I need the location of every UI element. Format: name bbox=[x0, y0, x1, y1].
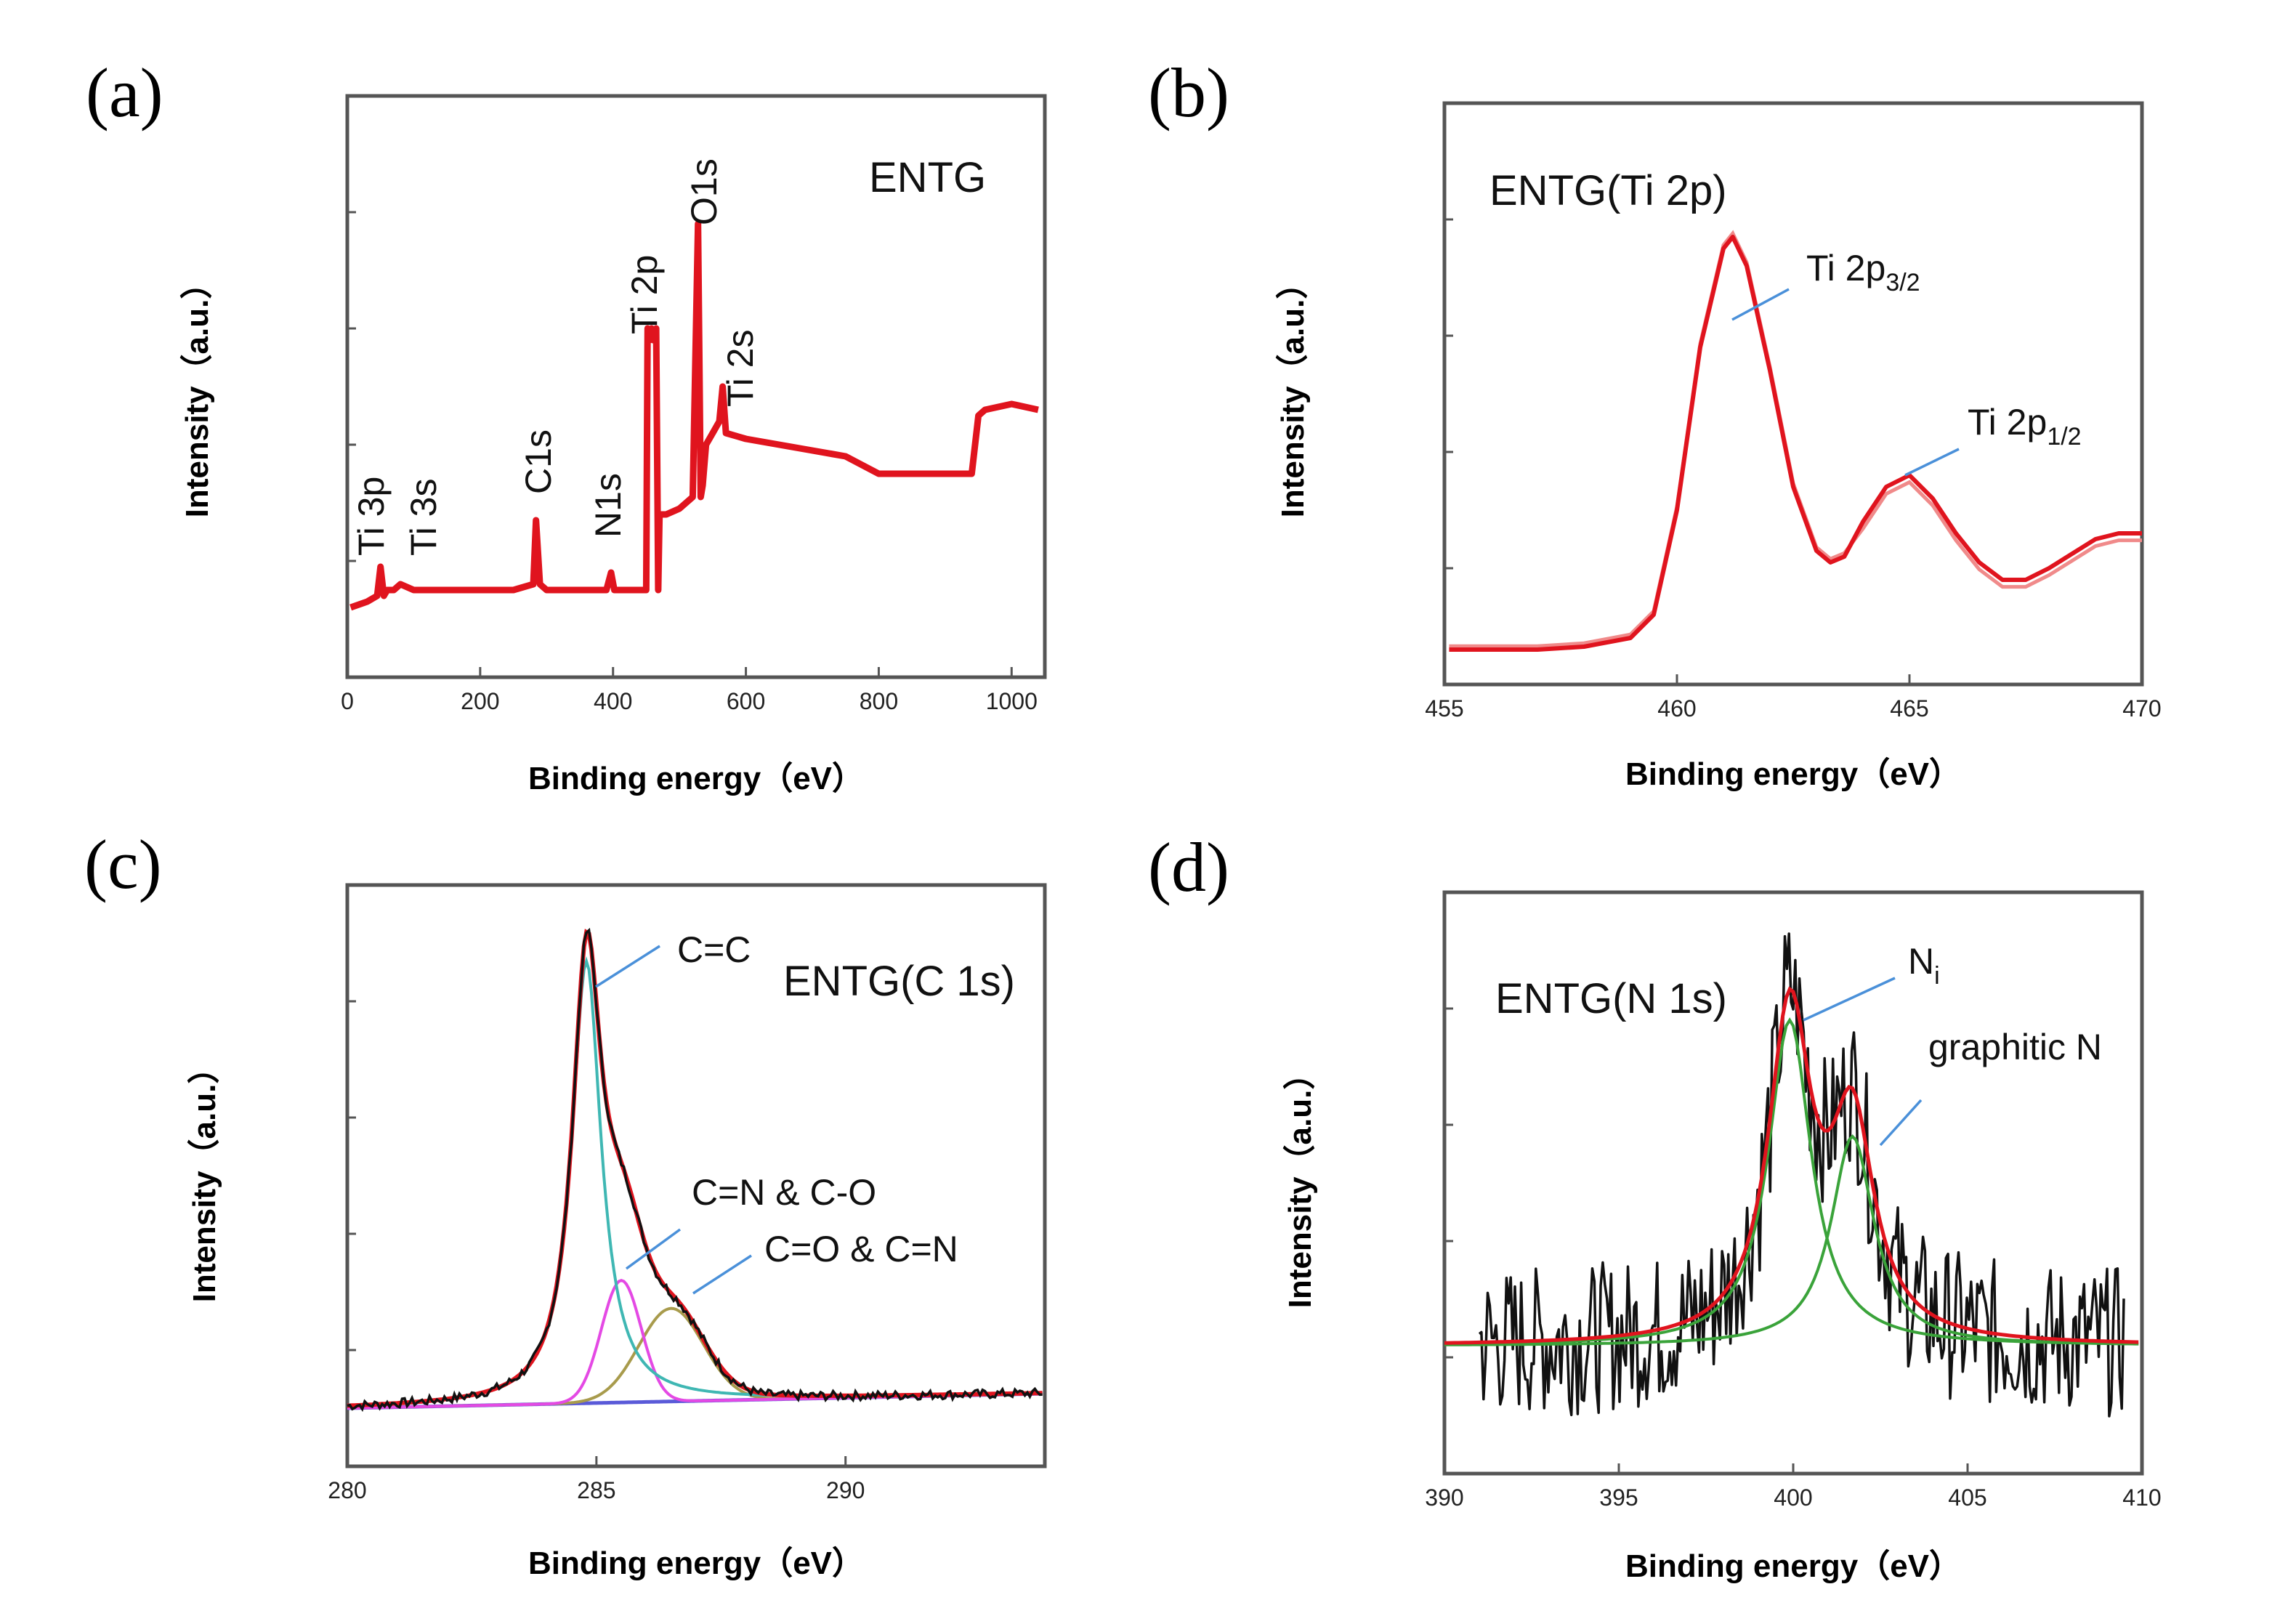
x-tick-label: 0 bbox=[341, 688, 354, 714]
panel-b-xlabel: Binding energy（eV） bbox=[1625, 756, 1961, 792]
panel-d-ticks: 390 395 400 405 410 bbox=[1425, 1007, 2162, 1511]
x-tick-label: 405 bbox=[1948, 1484, 1986, 1511]
panel-c-ylabel: Intensity（a.u.） bbox=[187, 1052, 222, 1303]
x-tick-label: 400 bbox=[594, 688, 632, 714]
panel-d-xlabel: Binding energy（eV） bbox=[1625, 1548, 1961, 1584]
leader-ni bbox=[1803, 977, 1896, 1022]
panel-d-letter: (d) bbox=[1148, 828, 1229, 906]
panel-d-raw-line bbox=[1478, 932, 2125, 1418]
x-tick-label: 280 bbox=[328, 1477, 366, 1503]
panel-b-ylabel: Intensity（a.u.） bbox=[1275, 267, 1311, 518]
x-tick-label: 465 bbox=[1890, 695, 1928, 722]
ann-ti2s: Ti 2s bbox=[720, 330, 761, 408]
x-tick-label: 400 bbox=[1774, 1484, 1812, 1511]
ann-ti3p: Ti 3p bbox=[351, 477, 392, 556]
panel-b: (b) 455 460 465 470 ENTG(Ti 2p) Ti 2p3/2 Ti… bbox=[1148, 54, 2162, 792]
ann-ti3s: Ti 3s bbox=[403, 479, 444, 557]
x-tick-label: 200 bbox=[461, 688, 499, 714]
panel-b-letter: (b) bbox=[1148, 54, 1229, 132]
x-tick-label: 1000 bbox=[986, 688, 1038, 714]
x-tick-label: 455 bbox=[1425, 695, 1463, 722]
x-tick-label: 290 bbox=[826, 1477, 865, 1503]
panel-c-raw-line bbox=[347, 927, 1043, 1413]
leader-ti2p12 bbox=[1904, 448, 1960, 477]
panel-d-peak-gn-line bbox=[1444, 1134, 2139, 1346]
panel-a-frame bbox=[345, 94, 1047, 679]
ann-n1s: N1s bbox=[588, 473, 628, 538]
x-tick-label: 395 bbox=[1599, 1484, 1638, 1511]
x-tick-label: 800 bbox=[860, 688, 898, 714]
leader-gn bbox=[1879, 1099, 1923, 1147]
x-tick-label: 390 bbox=[1425, 1484, 1463, 1511]
panel-a-xlabel: Binding energy（eV） bbox=[528, 761, 864, 796]
ann-ti2p12: Ti 2p1/2 bbox=[1968, 402, 2082, 451]
panel-a-survey-line bbox=[349, 220, 1039, 611]
panel-b-ti2p-line bbox=[1449, 235, 2142, 652]
panel-b-ticks: 455 460 465 470 bbox=[1425, 218, 2162, 722]
panel-c-xlabel: Binding energy（eV） bbox=[528, 1546, 864, 1581]
panel-a: (a) 0 200 400 600 800 1000 ENTG Ti 3p Ti 3s C… bbox=[86, 54, 1047, 796]
ann-co: C=O & C=N bbox=[764, 1229, 958, 1269]
x-tick-label: 285 bbox=[577, 1477, 615, 1503]
x-tick-label: 600 bbox=[727, 688, 765, 714]
x-tick-label: 470 bbox=[2122, 695, 2161, 722]
panel-c: (c) 280 285 290 ENTG(C 1s) C=C C=N & C-O C… bbox=[84, 825, 1047, 1581]
leader-co bbox=[692, 1254, 752, 1295]
ann-ni: Ni bbox=[1908, 941, 1940, 990]
panel-a-letter: (a) bbox=[86, 54, 163, 132]
panel-c-title: ENTG(C 1s) bbox=[783, 958, 1015, 1005]
panel-d-fit-line bbox=[1444, 986, 2139, 1345]
panel-b-title: ENTG(Ti 2p) bbox=[1489, 167, 1727, 214]
ann-cc: C=C bbox=[677, 929, 751, 970]
ann-ti2p32: Ti 2p3/2 bbox=[1806, 248, 1920, 296]
leader-cn bbox=[625, 1228, 682, 1270]
panel-a-ticks: 0 200 400 600 800 1000 bbox=[341, 211, 1038, 714]
panel-d-title: ENTG(N 1s) bbox=[1495, 975, 1727, 1022]
ann-cn: C=N & C-O bbox=[692, 1172, 876, 1213]
panel-c-ticks: 280 285 290 bbox=[328, 1000, 865, 1503]
panel-c-letter: (c) bbox=[84, 825, 162, 903]
ann-o1s: O1s bbox=[684, 158, 724, 225]
panel-c-frame bbox=[345, 883, 1047, 1468]
panel-d-ylabel: Intensity（a.u.） bbox=[1282, 1058, 1318, 1309]
panel-a-ylabel: Intensity（a.u.） bbox=[179, 267, 215, 518]
x-tick-label: 460 bbox=[1657, 695, 1696, 722]
panel-a-title: ENTG bbox=[869, 154, 986, 201]
panel-d-peak-ni-line bbox=[1444, 1017, 2139, 1346]
ann-gn: graphitic N bbox=[1928, 1027, 2102, 1067]
panel-d: (d) 390 395 400 405 410 ENTG(N 1s) Ni graphi… bbox=[1148, 828, 2162, 1584]
leader-cc bbox=[595, 945, 660, 988]
panel-b-frame bbox=[1442, 101, 2144, 687]
leader-ti2p32 bbox=[1731, 288, 1790, 321]
x-tick-label: 410 bbox=[2122, 1484, 2161, 1511]
ann-ti2p: Ti 2p bbox=[624, 255, 665, 334]
ann-c1s: C1s bbox=[518, 429, 559, 494]
